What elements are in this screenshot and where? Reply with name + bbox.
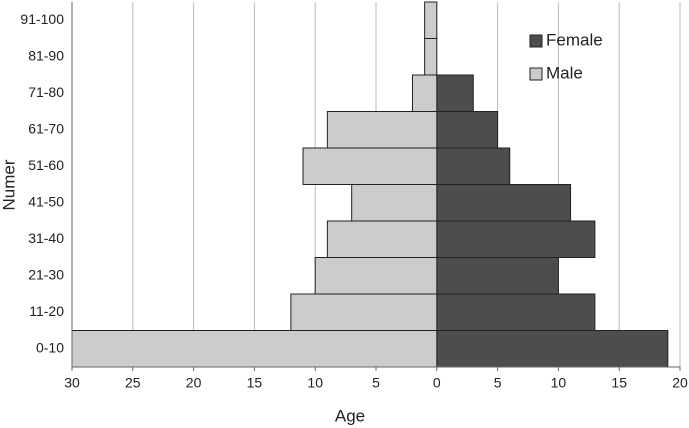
y-axis-title: Numer [0, 159, 18, 210]
bar [314, 257, 438, 295]
y-tick-label: 11-20 [29, 303, 64, 319]
bar [436, 111, 499, 149]
bar [436, 257, 559, 295]
bar [436, 330, 669, 368]
y-tick-label: 51-60 [28, 157, 64, 173]
x-axis-title: Age [335, 406, 365, 425]
x-tick-label: 20 [672, 375, 688, 391]
y-tick-label: 41-50 [28, 193, 64, 209]
y-tick-label: 0-10 [36, 339, 64, 355]
bar [436, 220, 596, 258]
x-tick-label: 5 [494, 375, 502, 391]
bar [436, 74, 474, 112]
bar [436, 147, 511, 185]
x-tick-label: 10 [307, 375, 323, 391]
x-tick-label: 15 [247, 375, 263, 391]
bar [290, 293, 438, 331]
legend-label: Male [546, 63, 583, 82]
legend-swatch [529, 34, 543, 48]
bar [302, 147, 438, 185]
x-tick-label: 15 [611, 375, 627, 391]
x-tick-label: 5 [372, 375, 380, 391]
bar [411, 74, 438, 112]
y-tick-label: 81-90 [28, 47, 64, 63]
x-tick-label: 25 [125, 375, 141, 391]
y-tick-label: 61-70 [28, 120, 64, 136]
x-tick-label: 10 [551, 375, 567, 391]
bar [71, 330, 438, 368]
x-tick-label: 0 [433, 375, 441, 391]
x-tick-label: 30 [64, 375, 80, 391]
bar [351, 184, 438, 222]
bar [436, 293, 596, 331]
bar [326, 111, 438, 149]
bar [436, 184, 572, 222]
x-tick-label: 20 [186, 375, 202, 391]
bar [326, 220, 438, 258]
bar [424, 1, 438, 39]
y-tick-label: 21-30 [28, 266, 64, 282]
y-tick-label: 71-80 [28, 84, 64, 100]
bar [424, 38, 438, 76]
legend-label: Female [546, 30, 603, 49]
y-tick-label: 31-40 [28, 230, 64, 246]
y-tick-label: 91-100 [20, 11, 64, 27]
legend-swatch [529, 67, 543, 81]
